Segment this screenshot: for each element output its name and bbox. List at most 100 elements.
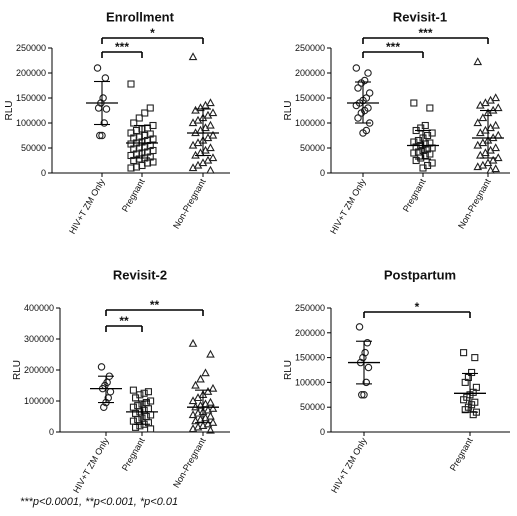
- y-tick-label: 100000: [295, 118, 325, 128]
- data-point: [478, 138, 488, 147]
- data-point: [475, 128, 485, 137]
- panel-title: Revisit-1: [393, 10, 447, 25]
- data-point: [198, 158, 208, 167]
- data-point: [355, 323, 364, 331]
- data-point: [188, 118, 198, 127]
- significance-bracket: ***: [101, 40, 143, 58]
- data-point: [191, 380, 200, 389]
- y-axis-label: RLU: [12, 360, 23, 380]
- data-point: [142, 412, 150, 421]
- data-point: [206, 98, 215, 107]
- data-point: [147, 411, 155, 419]
- y-tick-label: 50000: [21, 143, 46, 153]
- data-point: [206, 397, 215, 406]
- significance-bracket: *: [363, 300, 471, 318]
- data-point: [188, 410, 198, 419]
- data-point: [203, 419, 213, 428]
- data-point: [193, 115, 203, 124]
- x-category-label: Pregnant: [120, 436, 147, 473]
- group-pregnant: [126, 80, 158, 172]
- panel-title: Postpartum: [384, 268, 456, 283]
- group-hiv-t-zm-only: [86, 64, 118, 140]
- data-point: [140, 389, 148, 397]
- significance-label: ***: [418, 26, 432, 40]
- data-point: [363, 338, 372, 347]
- data-point: [201, 100, 210, 109]
- data-point: [483, 158, 493, 167]
- data-point: [97, 363, 106, 371]
- data-point: [191, 416, 200, 425]
- data-point: [357, 79, 366, 87]
- x-category-label: HIV+T ZM Only: [71, 436, 111, 495]
- data-point: [410, 99, 418, 107]
- data-point: [193, 138, 203, 147]
- data-point: [106, 387, 115, 396]
- significance-label: *: [150, 26, 155, 40]
- data-point: [354, 114, 362, 122]
- data-point: [188, 338, 198, 347]
- x-category-label: Pregnant: [120, 177, 147, 214]
- data-point: [364, 363, 373, 372]
- data-point: [493, 103, 503, 112]
- data-point: [426, 104, 434, 112]
- significance-label: ***: [115, 40, 129, 54]
- data-point: [104, 394, 112, 402]
- data-point: [144, 405, 152, 413]
- data-point: [486, 95, 495, 104]
- data-point: [365, 89, 374, 97]
- data-point: [354, 84, 362, 92]
- data-point: [358, 391, 366, 399]
- data-point: [193, 408, 203, 417]
- data-point: [134, 402, 142, 410]
- data-point: [142, 398, 150, 407]
- x-category-label: Pregnant: [401, 177, 428, 214]
- data-point: [198, 421, 208, 429]
- data-point: [102, 105, 111, 113]
- data-point: [475, 100, 485, 109]
- data-point: [493, 153, 503, 162]
- data-point: [481, 125, 490, 134]
- significance-bracket: ***: [362, 40, 424, 58]
- chart-panel-3: Revisit-2 0 100000 200000 300000 400000 RLU HIV…: [12, 268, 230, 495]
- significance-label: **: [119, 314, 129, 328]
- data-point: [206, 143, 215, 152]
- data-point: [473, 118, 483, 127]
- data-point: [188, 52, 198, 61]
- group-non-pregnant: [187, 52, 219, 174]
- data-point: [193, 393, 203, 402]
- y-tick-label: 0: [49, 427, 54, 437]
- y-axis-label: RLU: [283, 360, 294, 380]
- data-point: [193, 422, 203, 431]
- data-point: [493, 130, 503, 139]
- data-point: [491, 143, 501, 152]
- x-category-label: HIV+T ZM Only: [329, 436, 369, 495]
- data-point: [352, 64, 361, 72]
- y-axis-label: RLU: [4, 100, 15, 120]
- y-tick-label: 0: [320, 168, 325, 178]
- data-point: [196, 400, 205, 409]
- data-point: [491, 93, 501, 102]
- data-point: [208, 130, 218, 139]
- data-point: [460, 349, 468, 357]
- group-hiv-t-zm-only: [90, 363, 122, 411]
- data-point: [135, 114, 143, 122]
- data-point: [412, 156, 420, 165]
- data-point: [486, 123, 495, 132]
- data-point: [473, 57, 483, 66]
- group-pregnant: [126, 386, 158, 433]
- significance-bracket: **: [105, 298, 204, 316]
- data-point: [196, 103, 205, 112]
- data-point: [127, 80, 135, 88]
- data-point: [203, 386, 213, 395]
- y-tick-label: 200000: [295, 68, 325, 78]
- data-point: [419, 164, 427, 172]
- data-point: [486, 165, 495, 174]
- data-point: [93, 64, 102, 72]
- data-point: [481, 98, 490, 107]
- y-tick-label: 100000: [295, 377, 325, 387]
- y-axis-label: RLU: [283, 100, 294, 120]
- data-point: [188, 163, 198, 172]
- data-point: [206, 349, 215, 358]
- data-point: [188, 140, 198, 149]
- data-point: [146, 104, 154, 112]
